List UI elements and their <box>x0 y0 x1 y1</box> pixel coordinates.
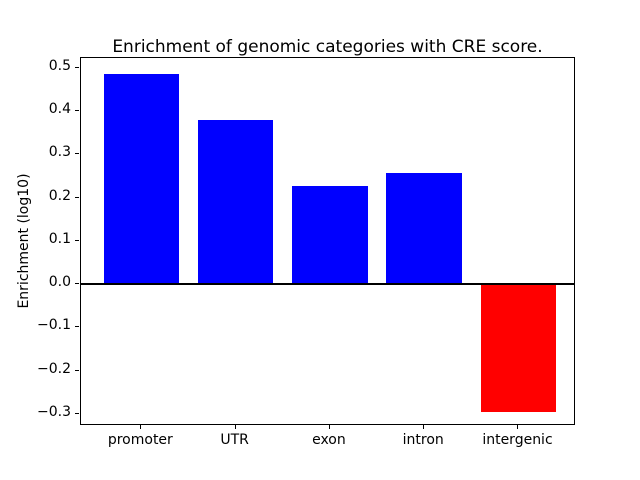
bar-intergenic <box>480 284 557 412</box>
y-tick-mark <box>75 110 79 112</box>
y-tick-label: 0.5 <box>48 57 71 74</box>
bar-exon <box>292 186 368 285</box>
y-tick-mark <box>75 239 79 241</box>
x-tick-label-UTR: UTR <box>220 432 249 448</box>
y-tick-mark <box>75 326 79 328</box>
y-tick-mark <box>75 66 79 68</box>
y-tick-label: 0.3 <box>48 144 71 161</box>
plot-area <box>80 57 575 425</box>
y-tick-label: 0.4 <box>48 101 71 118</box>
y-tick-mark <box>75 412 79 414</box>
y-tick-label: −0.1 <box>37 317 71 334</box>
zero-line <box>81 283 574 286</box>
y-tick-label: 0.2 <box>48 187 71 204</box>
chart-title: Enrichment of genomic categories with CR… <box>112 37 543 57</box>
y-tick-mark <box>75 283 79 285</box>
x-tick-label-promoter: promoter <box>107 432 173 448</box>
x-tick-mark <box>423 425 425 429</box>
y-tick-label: −0.2 <box>37 360 71 377</box>
x-tick-label-intron: intron <box>402 432 444 448</box>
x-tick-mark <box>234 425 236 429</box>
bar-UTR <box>197 119 274 285</box>
x-tick-label-intergenic: intergenic <box>482 432 553 448</box>
y-tick-mark <box>75 196 79 198</box>
y-tick-mark <box>75 153 79 155</box>
bar-intron <box>386 172 462 285</box>
bar-promoter <box>103 74 180 285</box>
x-tick-label-exon: exon <box>312 432 346 448</box>
x-tick-mark <box>140 425 142 429</box>
x-tick-mark <box>328 425 330 429</box>
x-tick-mark <box>517 425 519 429</box>
y-tick-label: −0.3 <box>37 403 71 420</box>
y-tick-mark <box>75 369 79 371</box>
y-tick-label: 0.1 <box>48 230 71 247</box>
y-tick-label: 0.0 <box>48 274 71 291</box>
